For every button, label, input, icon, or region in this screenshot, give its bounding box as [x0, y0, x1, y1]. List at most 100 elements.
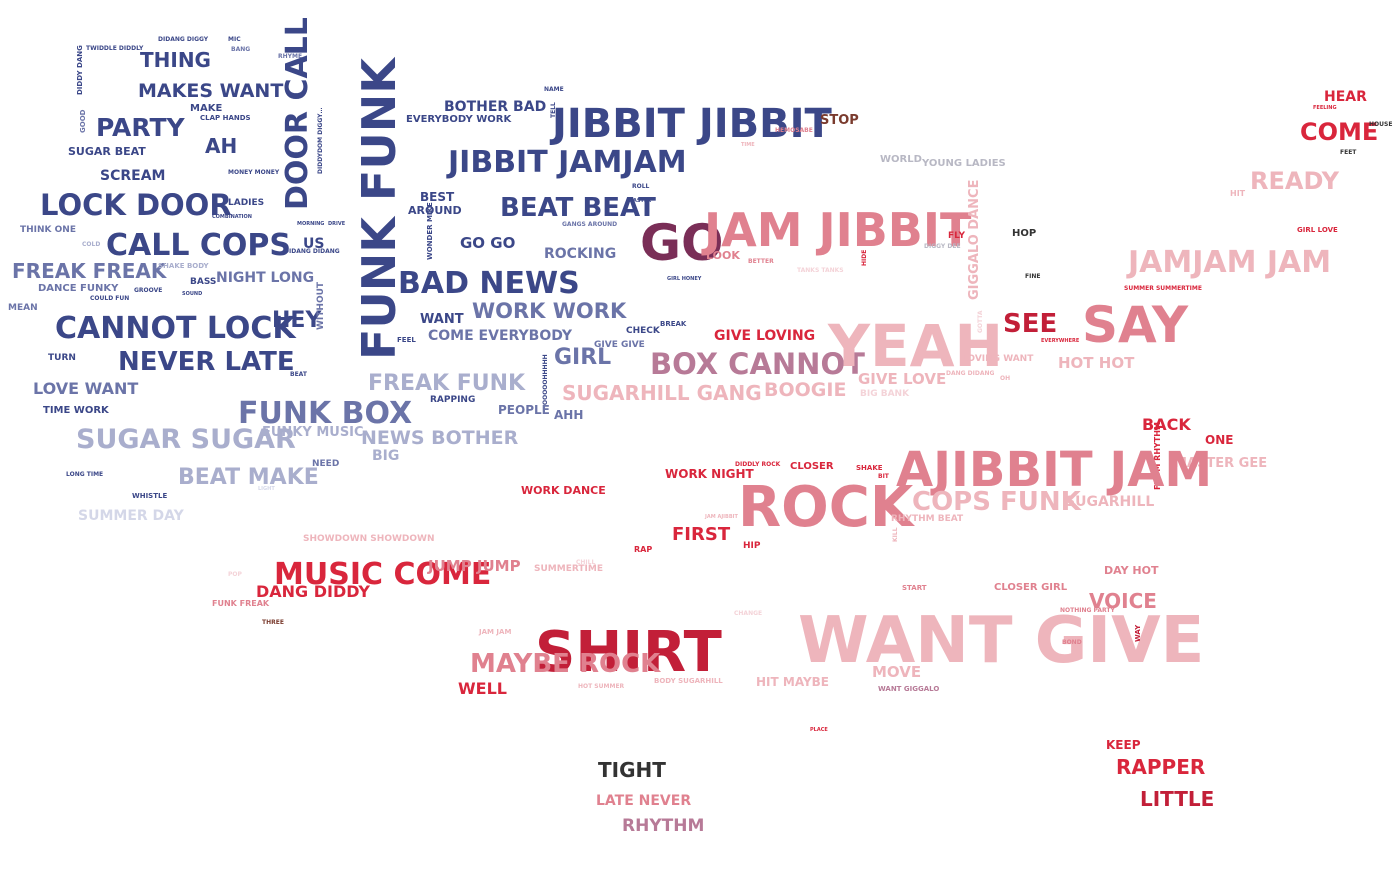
word-bang: BANG	[231, 46, 250, 53]
word-work-work: WORK WORK	[472, 299, 627, 323]
word-morning: MORNING	[297, 221, 324, 227]
word-news-bother: NEWS BOTHER	[361, 427, 519, 449]
word-everywhere: EVERYWHERE	[1041, 338, 1080, 344]
word-see: SEE	[1003, 309, 1057, 339]
word-hit-maybe: HIT MAYBE	[756, 675, 829, 689]
word-start: START	[902, 584, 927, 592]
word-cannot-lock: CANNOT LOCK	[55, 311, 297, 346]
word-voice: VOICE	[1089, 589, 1157, 613]
word-box-cannot: BOX CANNOT	[650, 347, 865, 381]
word-hot-hot: HOT HOT	[1058, 354, 1135, 372]
word-jibbit-jibbit: JIBBIT JIBBIT	[549, 101, 832, 147]
word-late-never: LATE NEVER	[596, 793, 691, 809]
word-call-cops: CALL COPS	[106, 228, 291, 263]
word-back: BACK	[1142, 415, 1191, 434]
word-change: CHANGE	[734, 610, 762, 617]
word-sugar-sugar: SUGAR SUGAR	[76, 424, 296, 455]
word-people: PEOPLE	[498, 403, 550, 417]
word-ooooohhhhh: OOOOOHHHHH	[542, 354, 549, 405]
word-tanks-tanks: TANKS TANKS	[797, 267, 844, 274]
word-go: GO	[640, 214, 724, 272]
word-bit: BIT	[878, 473, 890, 480]
word-ladies: LADIES	[228, 198, 264, 208]
word-ahh: AHH	[554, 408, 583, 422]
word-house: HOUSE	[1369, 121, 1392, 128]
word-check: CHECK	[626, 326, 661, 336]
word-gotta: GOTTA	[977, 310, 984, 333]
word-time: TIME	[741, 142, 755, 148]
word-makes-want: MAKES WANT	[138, 80, 283, 102]
word-feeling: FEELING	[1313, 105, 1337, 111]
word-long-time: LONG TIME	[66, 471, 103, 478]
word-ah: AH	[205, 134, 237, 158]
word-tell: TELL	[550, 102, 557, 118]
word-summertime: SUMMERTIME	[534, 564, 603, 574]
word-night-long: NIGHT LONG	[216, 270, 314, 286]
word-giggalo-dance: GIGGALO DANCE	[967, 180, 982, 300]
word-bother-bad: BOTHER BAD	[444, 99, 546, 115]
word-hey: HEY	[272, 308, 322, 333]
word-say: SAY	[1082, 296, 1189, 354]
word-keep: KEEP	[1106, 738, 1141, 752]
word-jamjam-jam: JAMJAM JAM	[1126, 245, 1331, 280]
word-jam-jam: JAM JAM	[478, 628, 511, 636]
word-groove: GROOVE	[134, 287, 162, 294]
word-cold: COLD	[82, 241, 100, 248]
word-work-night: WORK NIGHT	[665, 467, 755, 481]
word-hop: HOP	[1012, 228, 1036, 239]
word-tight: TIGHT	[598, 758, 666, 782]
word-whistle: WHISTLE	[132, 492, 167, 500]
word-combination: COMBINATION	[212, 214, 252, 220]
word-master: MASTER	[628, 198, 651, 204]
word-gangs-around: GANGS AROUND	[562, 221, 617, 228]
word-girl: GIRL	[554, 345, 611, 370]
word-young-ladies: YOUNG LADIES	[921, 158, 1006, 169]
word-funk-freak: FUNK FREAK	[212, 599, 270, 608]
word-twiddle-diddly: TWIDDLE DIDDLY	[86, 45, 144, 52]
word-chill: CHILL	[576, 559, 595, 566]
word-jibbit-jamjam: JIBBIT JAMJAM	[446, 145, 687, 180]
word-us: US	[303, 236, 324, 252]
word-hide: HIDE	[861, 250, 868, 266]
word-jam-jibbit: JAM JIBBIT	[701, 203, 972, 257]
word-rap: RAP	[634, 545, 652, 554]
word-rhythm-beat: RHYTHM BEAT	[891, 514, 964, 524]
word-little: LITTLE	[1140, 787, 1214, 811]
word-ajibbit-jam: AJIBBIT JAM	[896, 442, 1212, 498]
word-think-one: THINK ONE	[20, 225, 76, 235]
word-lock-door: LOCK DOOR	[40, 188, 232, 222]
word-freak-freak: FREAK FREAK	[12, 259, 168, 283]
word-scream: SCREAM	[100, 168, 165, 184]
word-rocking: ROCKING	[544, 246, 616, 262]
word-party: PARTY	[96, 113, 186, 142]
word-give-love: GIVE LOVE	[858, 370, 946, 388]
word-rapping: RAPPING	[430, 395, 475, 405]
word-name: NAME	[544, 86, 564, 93]
word-first: FIRST	[672, 524, 731, 545]
word-time-work: TIME WORK	[43, 405, 110, 416]
word-diddydom-diggy: DIDDYDOM DIGGY…	[317, 108, 324, 175]
word-rhythm: RHYTHM	[622, 816, 704, 836]
word-maybe-rock: MAYBE ROCK	[470, 649, 661, 679]
word-give-loving: GIVE LOVING	[714, 328, 815, 344]
word-freak-funk: FREAK FUNK	[368, 371, 526, 396]
word-kill: KILL	[892, 527, 899, 542]
word-without: WITHOUT	[316, 281, 326, 330]
word-pop: POP	[228, 571, 242, 578]
word-three: THREE	[262, 619, 284, 626]
word-feet: FEET	[1340, 149, 1357, 156]
word-want-giggalo: WANT GIGGALO	[878, 685, 939, 693]
word-hit: HIT	[1230, 189, 1246, 198]
word-rhyme: RHYME	[278, 53, 302, 60]
word-summer-day: SUMMER DAY	[78, 508, 185, 524]
word-music-come: MUSIC COME	[274, 557, 491, 592]
word-make: MAKE	[190, 103, 222, 114]
word-sound: SOUND	[182, 291, 202, 297]
word-ready: READY	[1250, 167, 1340, 195]
word-bass: BASS	[190, 277, 216, 287]
word-one: ONE	[1205, 433, 1233, 447]
word-drive: DRIVE	[328, 221, 346, 227]
word-best: BEST	[420, 190, 455, 204]
word-hot-summer: HOT SUMMER	[578, 683, 625, 690]
word-sugar-beat: SUGAR BEAT	[68, 145, 146, 158]
